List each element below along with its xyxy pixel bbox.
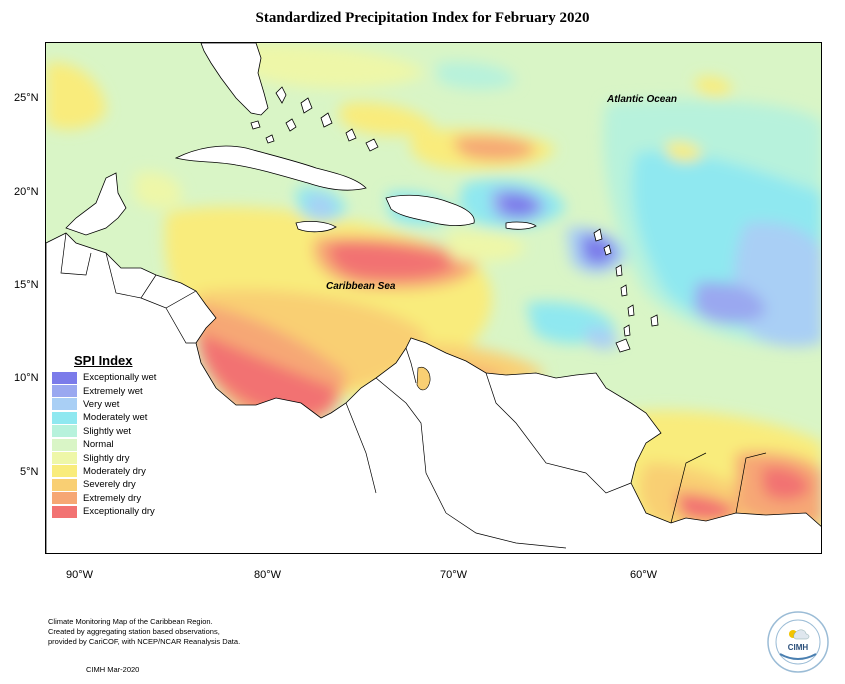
legend-swatch bbox=[52, 438, 77, 451]
yucatan bbox=[65, 172, 127, 236]
legend-label: Moderately dry bbox=[83, 465, 146, 477]
cuba bbox=[174, 145, 367, 191]
legend-label: Very wet bbox=[83, 398, 120, 410]
legend-item: Extremely wet bbox=[52, 384, 156, 398]
legend-swatch bbox=[52, 505, 77, 518]
map-frame bbox=[45, 42, 822, 554]
legend-item: Slightly dry bbox=[52, 451, 156, 465]
lon-tick-70: 70°W bbox=[440, 569, 468, 581]
legend-label: Extremely dry bbox=[83, 492, 142, 504]
land-masses bbox=[46, 43, 821, 553]
legend-item: Moderately dry bbox=[52, 465, 156, 478]
legend-swatch bbox=[52, 452, 77, 465]
legend-swatch bbox=[52, 492, 77, 505]
legend-item: Severely dry bbox=[52, 478, 156, 491]
lon-tick-80: 80°W bbox=[254, 569, 282, 581]
legend-swatch bbox=[52, 371, 77, 384]
legend-swatch bbox=[52, 478, 77, 491]
legend-label: Exceptionally wet bbox=[83, 372, 157, 384]
lake-maracaibo bbox=[416, 366, 431, 391]
borders bbox=[60, 232, 767, 549]
puerto-rico bbox=[505, 221, 537, 230]
legend-item: Exceptionally wet bbox=[52, 371, 156, 384]
legend-label: Moderately wet bbox=[83, 412, 148, 424]
legend-label: Extremely wet bbox=[83, 385, 143, 397]
legend-swatch bbox=[52, 425, 77, 438]
legend-swatch bbox=[52, 465, 77, 478]
spi-field bbox=[46, 43, 821, 553]
logo-text: CIMH bbox=[788, 643, 809, 652]
spi-legend: SPI Index Exceptionally wet Extremely wet… bbox=[52, 353, 156, 518]
legend-title: SPI Index bbox=[74, 353, 133, 368]
legend-item: Very wet bbox=[52, 398, 156, 411]
lat-tick-10: 10°N bbox=[14, 372, 39, 384]
legend-swatch bbox=[52, 411, 77, 424]
legend-swatch bbox=[52, 398, 77, 411]
lat-tick-15: 15°N bbox=[14, 279, 39, 291]
legend-label: Severely dry bbox=[83, 479, 136, 491]
legend-item: Moderately wet bbox=[52, 411, 156, 424]
hispaniola bbox=[385, 194, 475, 227]
lon-tick-90: 90°W bbox=[66, 569, 94, 581]
legend-items: Exceptionally wet Extremely wet Very wet Mo… bbox=[52, 371, 156, 518]
legend-label: Slightly wet bbox=[83, 425, 132, 437]
cloud-icon bbox=[793, 629, 810, 640]
legend-label: Slightly dry bbox=[83, 452, 130, 464]
jamaica bbox=[295, 220, 337, 233]
legend-item: Normal bbox=[52, 438, 156, 451]
lat-tick-25: 25°N bbox=[14, 92, 39, 104]
legend-item: Slightly wet bbox=[52, 425, 156, 438]
footer-line: Climate Monitoring Map of the Caribbean … bbox=[48, 617, 213, 626]
lat-tick-5: 5°N bbox=[20, 466, 39, 478]
lon-tick-60: 60°W bbox=[630, 569, 658, 581]
spi-map bbox=[46, 43, 821, 553]
caribbean-sea-label: Caribbean Sea bbox=[326, 281, 396, 292]
legend-item: Extremely dry bbox=[52, 492, 156, 505]
cimh-logo: CIMH bbox=[767, 611, 829, 673]
bahamas bbox=[275, 86, 379, 152]
lesser-antilles bbox=[593, 228, 659, 353]
footer-line: Created by aggregating station based obs… bbox=[48, 627, 220, 636]
footer-note: Climate Monitoring Map of the Caribbean … bbox=[48, 617, 288, 647]
atlantic-ocean-label: Atlantic Ocean bbox=[607, 94, 678, 105]
legend-label: Exceptionally dry bbox=[83, 506, 155, 518]
legend-swatch bbox=[52, 385, 77, 398]
footer-line: provided by CariCOF, with NCEP/NCAR Rean… bbox=[48, 637, 241, 646]
footer-date: CIMH Mar-2020 bbox=[86, 665, 140, 674]
florida bbox=[200, 43, 269, 116]
map-title: Standardized Precipitation Index for Feb… bbox=[255, 10, 590, 26]
legend-item: Exceptionally dry bbox=[52, 505, 156, 518]
legend-label: Normal bbox=[83, 439, 114, 451]
lat-tick-20: 20°N bbox=[14, 186, 39, 198]
